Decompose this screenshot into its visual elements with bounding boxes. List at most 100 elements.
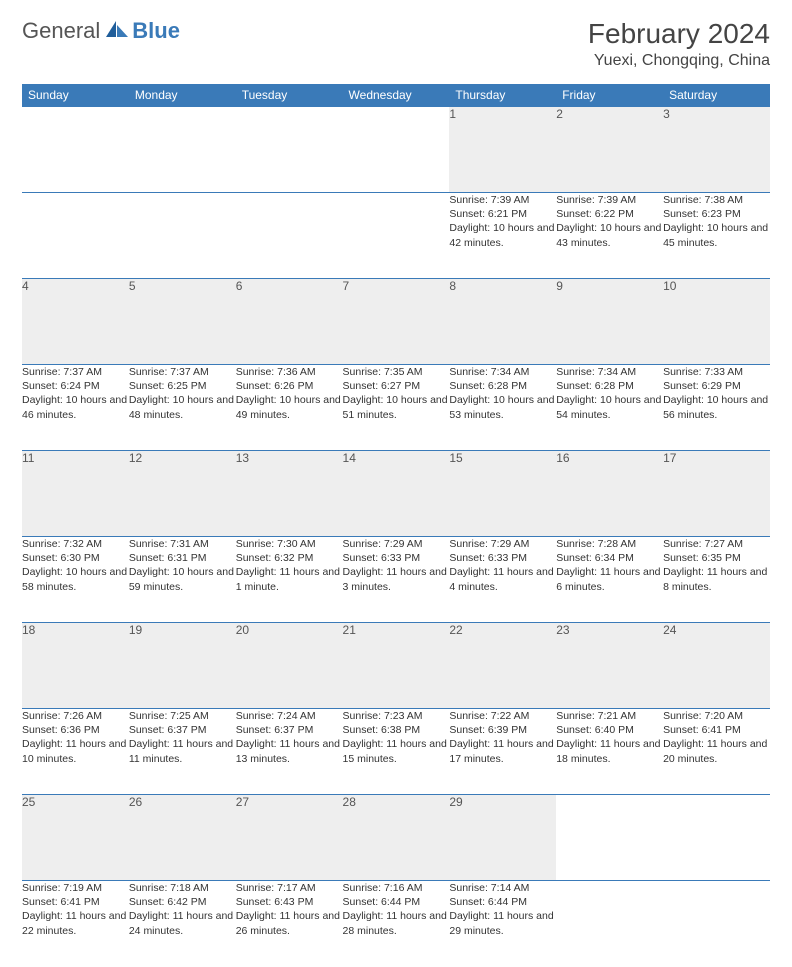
daylight-text: Daylight: 10 hours and 45 minutes. — [663, 221, 770, 249]
sunset-text: Sunset: 6:28 PM — [556, 379, 663, 393]
info-row: Sunrise: 7:39 AMSunset: 6:21 PMDaylight:… — [22, 193, 770, 279]
daylight-text: Daylight: 11 hours and 20 minutes. — [663, 737, 770, 765]
day-header: Monday — [129, 84, 236, 107]
daylight-text: Daylight: 10 hours and 49 minutes. — [236, 393, 343, 421]
day-number-cell: 12 — [129, 451, 236, 537]
day-number-cell: 14 — [343, 451, 450, 537]
brand-general: General — [22, 18, 100, 44]
sunset-text: Sunset: 6:32 PM — [236, 551, 343, 565]
brand-blue: Blue — [132, 18, 180, 44]
location-subtitle: Yuexi, Chongqing, China — [588, 52, 770, 70]
sunrise-text: Sunrise: 7:36 AM — [236, 365, 343, 379]
day-info-cell: Sunrise: 7:31 AMSunset: 6:31 PMDaylight:… — [129, 537, 236, 623]
daynum-row: 123 — [22, 107, 770, 193]
sunrise-text: Sunrise: 7:34 AM — [449, 365, 556, 379]
day-number-cell: 11 — [22, 451, 129, 537]
daylight-text: Daylight: 10 hours and 53 minutes. — [449, 393, 556, 421]
day-number-cell: 5 — [129, 279, 236, 365]
day-info-cell: Sunrise: 7:34 AMSunset: 6:28 PMDaylight:… — [449, 365, 556, 451]
day-info-cell: Sunrise: 7:20 AMSunset: 6:41 PMDaylight:… — [663, 709, 770, 795]
sunrise-text: Sunrise: 7:17 AM — [236, 881, 343, 895]
day-header: Wednesday — [343, 84, 450, 107]
sunrise-text: Sunrise: 7:37 AM — [22, 365, 129, 379]
day-number-cell — [22, 107, 129, 193]
daylight-text: Daylight: 11 hours and 17 minutes. — [449, 737, 556, 765]
daylight-text: Daylight: 11 hours and 15 minutes. — [343, 737, 450, 765]
day-info-cell: Sunrise: 7:16 AMSunset: 6:44 PMDaylight:… — [343, 881, 450, 967]
calendar-table: Sunday Monday Tuesday Wednesday Thursday… — [22, 84, 770, 967]
day-info-cell — [343, 193, 450, 279]
daylight-text: Daylight: 11 hours and 26 minutes. — [236, 909, 343, 937]
day-info-cell: Sunrise: 7:37 AMSunset: 6:25 PMDaylight:… — [129, 365, 236, 451]
day-info-cell: Sunrise: 7:30 AMSunset: 6:32 PMDaylight:… — [236, 537, 343, 623]
daylight-text: Daylight: 10 hours and 43 minutes. — [556, 221, 663, 249]
daylight-text: Daylight: 10 hours and 48 minutes. — [129, 393, 236, 421]
daylight-text: Daylight: 10 hours and 58 minutes. — [22, 565, 129, 593]
sunset-text: Sunset: 6:30 PM — [22, 551, 129, 565]
sunset-text: Sunset: 6:25 PM — [129, 379, 236, 393]
sail-icon — [104, 19, 130, 44]
day-header: Sunday — [22, 84, 129, 107]
day-number-cell — [556, 795, 663, 881]
day-number-cell: 9 — [556, 279, 663, 365]
day-info-cell: Sunrise: 7:36 AMSunset: 6:26 PMDaylight:… — [236, 365, 343, 451]
daylight-text: Daylight: 10 hours and 56 minutes. — [663, 393, 770, 421]
day-number-cell: 23 — [556, 623, 663, 709]
daylight-text: Daylight: 10 hours and 46 minutes. — [22, 393, 129, 421]
day-number-cell — [236, 107, 343, 193]
day-number-cell: 6 — [236, 279, 343, 365]
sunrise-text: Sunrise: 7:33 AM — [663, 365, 770, 379]
sunset-text: Sunset: 6:38 PM — [343, 723, 450, 737]
day-number-cell — [129, 107, 236, 193]
day-info-cell: Sunrise: 7:25 AMSunset: 6:37 PMDaylight:… — [129, 709, 236, 795]
day-number-cell: 24 — [663, 623, 770, 709]
sunrise-text: Sunrise: 7:37 AM — [129, 365, 236, 379]
sunset-text: Sunset: 6:22 PM — [556, 207, 663, 221]
day-info-cell — [129, 193, 236, 279]
daylight-text: Daylight: 11 hours and 10 minutes. — [22, 737, 129, 765]
day-number-cell: 1 — [449, 107, 556, 193]
day-number-cell: 19 — [129, 623, 236, 709]
sunrise-text: Sunrise: 7:14 AM — [449, 881, 556, 895]
daylight-text: Daylight: 11 hours and 11 minutes. — [129, 737, 236, 765]
sunrise-text: Sunrise: 7:16 AM — [343, 881, 450, 895]
day-info-cell: Sunrise: 7:27 AMSunset: 6:35 PMDaylight:… — [663, 537, 770, 623]
day-number-cell: 10 — [663, 279, 770, 365]
sunset-text: Sunset: 6:31 PM — [129, 551, 236, 565]
sunrise-text: Sunrise: 7:24 AM — [236, 709, 343, 723]
day-header: Saturday — [663, 84, 770, 107]
daylight-text: Daylight: 11 hours and 8 minutes. — [663, 565, 770, 593]
title-block: February 2024 Yuexi, Chongqing, China — [588, 18, 770, 70]
sunrise-text: Sunrise: 7:21 AM — [556, 709, 663, 723]
daylight-text: Daylight: 11 hours and 4 minutes. — [449, 565, 556, 593]
sunrise-text: Sunrise: 7:20 AM — [663, 709, 770, 723]
day-number-cell: 22 — [449, 623, 556, 709]
day-info-cell — [556, 881, 663, 967]
day-info-cell: Sunrise: 7:29 AMSunset: 6:33 PMDaylight:… — [343, 537, 450, 623]
day-number-cell — [663, 795, 770, 881]
info-row: Sunrise: 7:26 AMSunset: 6:36 PMDaylight:… — [22, 709, 770, 795]
day-number-cell: 16 — [556, 451, 663, 537]
sunset-text: Sunset: 6:43 PM — [236, 895, 343, 909]
day-number-cell: 3 — [663, 107, 770, 193]
daylight-text: Daylight: 10 hours and 54 minutes. — [556, 393, 663, 421]
day-info-cell: Sunrise: 7:33 AMSunset: 6:29 PMDaylight:… — [663, 365, 770, 451]
sunrise-text: Sunrise: 7:38 AM — [663, 193, 770, 207]
sunrise-text: Sunrise: 7:23 AM — [343, 709, 450, 723]
day-info-cell: Sunrise: 7:38 AMSunset: 6:23 PMDaylight:… — [663, 193, 770, 279]
sunrise-text: Sunrise: 7:28 AM — [556, 537, 663, 551]
month-title: February 2024 — [588, 18, 770, 50]
daylight-text: Daylight: 11 hours and 13 minutes. — [236, 737, 343, 765]
sunrise-text: Sunrise: 7:29 AM — [449, 537, 556, 551]
sunset-text: Sunset: 6:24 PM — [22, 379, 129, 393]
day-number-cell: 15 — [449, 451, 556, 537]
day-info-cell: Sunrise: 7:34 AMSunset: 6:28 PMDaylight:… — [556, 365, 663, 451]
day-info-cell: Sunrise: 7:32 AMSunset: 6:30 PMDaylight:… — [22, 537, 129, 623]
sunrise-text: Sunrise: 7:25 AM — [129, 709, 236, 723]
sunset-text: Sunset: 6:44 PM — [343, 895, 450, 909]
day-info-cell: Sunrise: 7:39 AMSunset: 6:21 PMDaylight:… — [449, 193, 556, 279]
day-info-cell: Sunrise: 7:24 AMSunset: 6:37 PMDaylight:… — [236, 709, 343, 795]
sunset-text: Sunset: 6:34 PM — [556, 551, 663, 565]
day-info-cell: Sunrise: 7:28 AMSunset: 6:34 PMDaylight:… — [556, 537, 663, 623]
sunset-text: Sunset: 6:28 PM — [449, 379, 556, 393]
